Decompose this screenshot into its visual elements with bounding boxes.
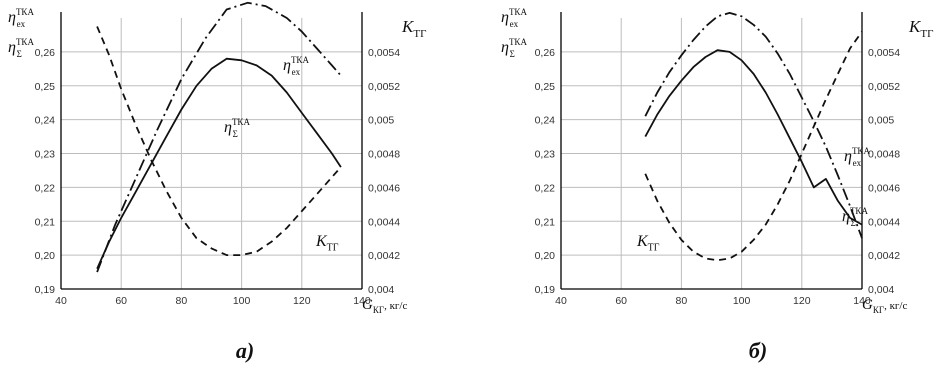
series-label: ηТКА Σ [224,117,250,139]
y-tick-label-left: 0,25 [535,81,556,93]
y-tick-label-left: 0,22 [535,182,556,194]
x-tick-label: 120 [793,295,811,307]
y-tick-label-right: 0,004 [368,284,394,296]
series-line-dashed [96,26,342,257]
y-tick-label-left: 0,24 [35,115,56,127]
y-axis-title-left: ηТКА Σ [8,37,34,59]
y-axis-title-left: ηТКА ex [8,7,34,29]
x-tick-label: 120 [293,295,311,307]
series-label: ηТКА ex [844,146,870,168]
x-axis-title: GКГ, кг/с [862,297,907,315]
y-tick-label-right: 0,0054 [368,47,400,59]
y-axis-title-left: ηТКА Σ [501,37,527,59]
y-tick-label-right: 0,0046 [368,182,400,194]
y-tick-label-right: 0,0052 [368,81,400,93]
series-line-solid [96,57,342,270]
y-tick-label-right: 0,0054 [868,47,900,59]
chart-panel-a: 40 60 80 100 120 140 0,19 0,20 0,21 0,22 0,23 0,24 0… [8,1,426,363]
series-line-dashdot [644,11,863,239]
series-label: KТГ [636,233,660,253]
x-tick-label: 140 [853,295,871,307]
y-axis-title-right: KТГ [908,17,933,40]
series-line-solid [644,49,863,226]
series-line-dashdot [96,1,342,273]
y-tick-label-left: 0,21 [35,216,56,228]
y-tick-label-right: 0,004 [868,284,894,296]
y-tick-label-left: 0,20 [535,250,556,262]
y-tick-label-left: 0,26 [35,47,56,59]
y-tick-label-left: 0,22 [35,182,56,194]
y-tick-label-left: 0,23 [35,149,56,161]
y-tick-label-left: 0,19 [35,284,56,296]
x-tick-label: 100 [233,295,251,307]
y-tick-label-right: 0,0048 [368,149,400,161]
y-tick-label-left: 0,20 [35,250,56,262]
x-axis-title: GКГ, кг/с [362,297,407,315]
x-tick-label: 80 [176,295,188,307]
panel-caption: б) [749,338,767,363]
chart-panel-b: 40 60 80 100 120 140 0,19 0,20 0,21 0,22 0,23 0,24 0… [501,7,933,363]
y-tick-label-left: 0,19 [535,284,556,296]
series-line-dashed [644,31,863,262]
series-label: KТГ [315,233,339,253]
y-tick-label-left: 0,23 [535,149,556,161]
y-tick-label-right: 0,0042 [868,250,900,262]
x-tick-label: 60 [615,295,627,307]
y-tick-label-left: 0,21 [535,216,556,228]
panel-caption: а) [236,338,254,363]
y-tick-label-left: 0,24 [535,115,556,127]
x-tick-label: 140 [353,295,371,307]
y-tick-label-left: 0,25 [35,81,56,93]
series-label: ηТКА ex [283,55,309,77]
y-tick-label-right: 0,0046 [868,182,900,194]
y-tick-label-right: 0,0042 [368,250,400,262]
series-label: ηТКА Σ [842,206,868,228]
y-tick-label-right: 0,0044 [368,216,400,228]
y-tick-label-right: 0,0044 [868,216,900,228]
x-tick-label: 60 [115,295,127,307]
y-tick-label-left: 0,26 [535,47,556,59]
x-tick-label: 80 [676,295,688,307]
x-tick-label: 100 [733,295,751,307]
y-tick-label-right: 0,0052 [868,81,900,93]
x-tick-label: 40 [55,295,67,307]
x-tick-label: 40 [555,295,567,307]
y-axis-title-right: KТГ [401,17,426,40]
y-tick-label-right: 0,0048 [868,149,900,161]
y-tick-label-right: 0,005 [368,115,394,127]
y-axis-title-left: ηТКА ex [501,7,527,29]
y-tick-label-right: 0,005 [868,115,894,127]
